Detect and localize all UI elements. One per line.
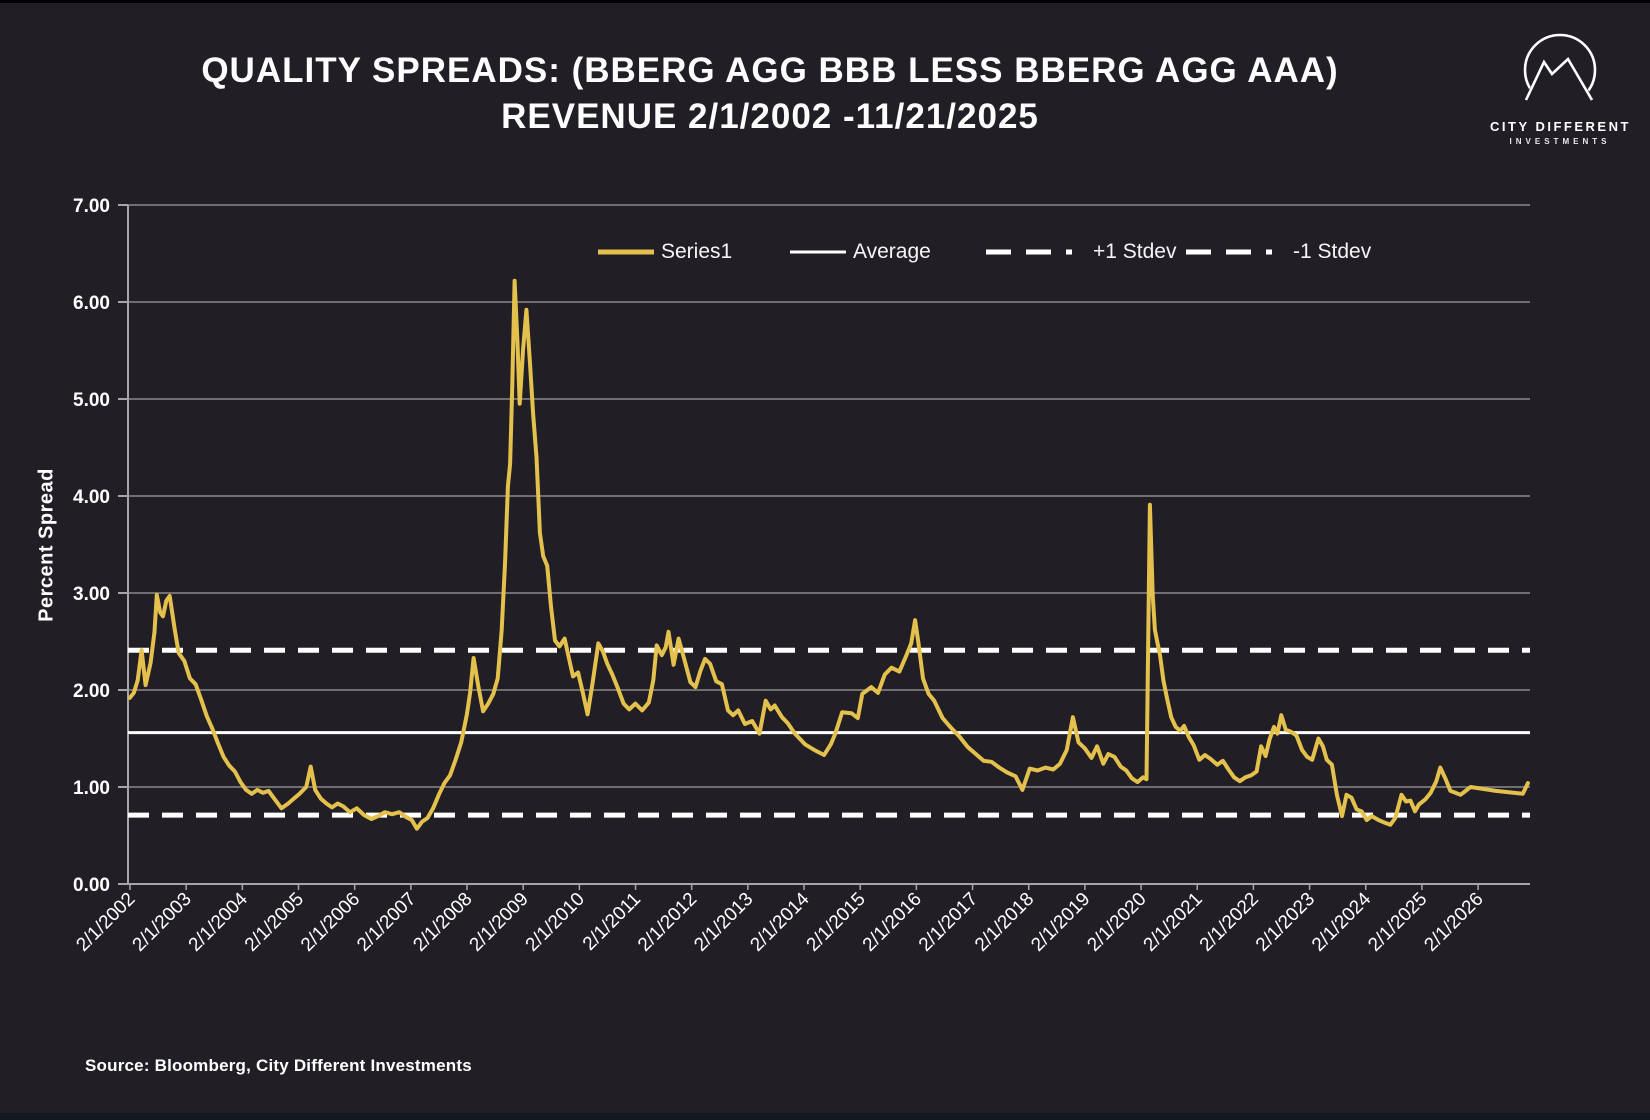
x-tick-label: 2/1/2010 — [522, 889, 589, 956]
title-line-1: QUALITY SPREADS: (BBERG AGG BBB LESS BBE… — [201, 51, 1339, 90]
top-edge-strip — [0, 0, 1650, 3]
x-tick-label: 2/1/2006 — [297, 889, 364, 956]
legend-item-plus-stdev: +1 Stdev — [986, 239, 1176, 265]
x-tick-label: 2/1/2025 — [1364, 889, 1431, 956]
y-axis-title: Percent Spread — [35, 468, 58, 622]
x-tick-label: 2/1/2008 — [409, 889, 476, 956]
y-tick-label: 2.00 — [73, 681, 110, 702]
y-tick-label: 7.00 — [73, 196, 110, 217]
y-tick-label: 4.00 — [73, 487, 110, 508]
mountain-circle-icon — [1523, 33, 1597, 110]
x-tick-label: 2/1/2004 — [185, 888, 252, 955]
legend-label-minus-stdev: -1 Stdev — [1293, 240, 1372, 263]
legend-label-series1: Series1 — [661, 240, 733, 263]
x-tick-label: 2/1/2026 — [1420, 889, 1487, 956]
y-tick-label: 3.00 — [73, 584, 110, 605]
series-series1-line — [127, 278, 1530, 831]
source-note: Source: Bloomberg, City Different Invest… — [85, 1056, 472, 1075]
x-tick-label: 2/1/2022 — [1196, 889, 1263, 956]
x-tick-label: 2/1/2021 — [1140, 889, 1207, 956]
average-line-swatch — [790, 250, 846, 254]
x-tick-label: 2/1/2016 — [859, 889, 926, 956]
x-tick-label: 2/1/2019 — [1027, 889, 1094, 956]
minus-stdev-dash-swatch — [1186, 249, 1286, 255]
legend-label-plus-stdev: +1 Stdev — [1093, 240, 1177, 263]
x-tick-label: 2/1/2014 — [746, 888, 813, 955]
x-tick-label: 2/1/2002 — [72, 889, 139, 956]
chart-legend: Series1 Average +1 Stdev -1 Stdev — [0, 239, 1650, 265]
x-tick-label: 2/1/2023 — [1252, 889, 1319, 956]
x-tick-label: 2/1/2012 — [634, 889, 701, 956]
series1-line-swatch — [598, 249, 654, 255]
y-tick-label: 0.00 — [73, 875, 110, 896]
plus-stdev-dash-swatch — [986, 249, 1086, 255]
x-tick-label: 2/1/2009 — [466, 889, 533, 956]
logo-name: CITY DIFFERENT — [1490, 119, 1631, 134]
x-tick-label: 2/1/2017 — [915, 889, 982, 956]
legend-label-average: Average — [853, 240, 931, 263]
bottom-edge-strip — [0, 1113, 1650, 1120]
y-tick-label: 5.00 — [73, 390, 110, 411]
logo-subtitle: INVESTMENTS — [1509, 137, 1611, 146]
legend-item-series1: Series1 — [598, 239, 732, 265]
page-title: QUALITY SPREADS: (BBERG AGG BBB LESS BBE… — [201, 48, 1338, 140]
x-tick-label: 2/1/2005 — [241, 889, 308, 956]
legend-item-minus-stdev: -1 Stdev — [1186, 239, 1371, 265]
y-tick-label: 6.00 — [73, 293, 110, 314]
company-logo: CITY DIFFERENT INVESTMENTS — [1490, 30, 1630, 146]
x-tick-label: 2/1/2003 — [129, 889, 196, 956]
x-tick-label: 2/1/2018 — [971, 889, 1038, 956]
x-tick-label: 2/1/2020 — [1083, 889, 1150, 956]
x-tick-label: 2/1/2015 — [803, 889, 870, 956]
x-tick-label: 2/1/2024 — [1308, 888, 1375, 955]
x-tick-label: 2/1/2013 — [690, 889, 757, 956]
y-tick-label: 1.00 — [73, 778, 110, 799]
x-tick-label: 2/1/2007 — [353, 889, 420, 956]
legend-item-average: Average — [790, 239, 931, 265]
x-tick-label: 2/1/2011 — [579, 889, 645, 955]
title-line-2: REVENUE 2/1/2002 -11/21/2025 — [501, 97, 1039, 136]
